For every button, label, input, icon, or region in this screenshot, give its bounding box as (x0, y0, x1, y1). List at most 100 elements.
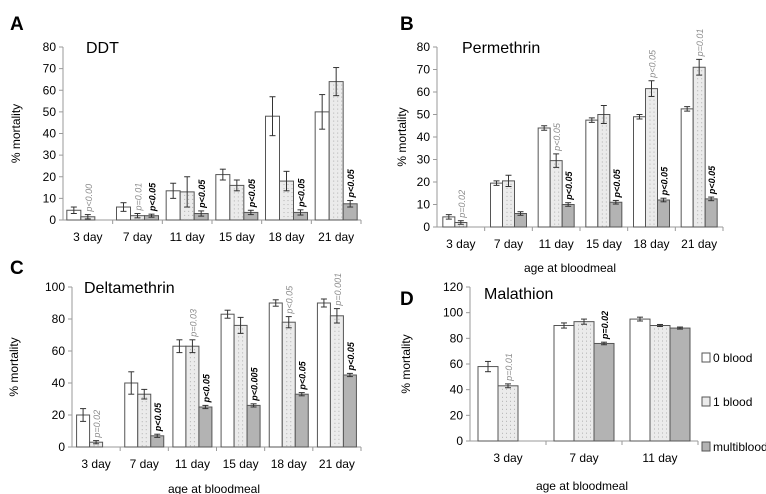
bar-texture-dot (605, 129, 607, 131)
bar-texture-dot (334, 382, 336, 384)
bar-texture-dot (605, 141, 607, 143)
bar-texture-dot (578, 336, 579, 338)
bar-texture-dot (654, 432, 655, 434)
bar-texture-dot (192, 214, 194, 216)
bar-texture-dot (701, 122, 703, 124)
bar-texture-dot (578, 380, 579, 382)
bar-texture-dot (290, 393, 292, 395)
bar (316, 302, 331, 448)
bar-texture-dot (334, 354, 336, 356)
bar-texture-dot (189, 409, 191, 411)
bar-texture-dot (662, 388, 663, 390)
bar-texture-dot (337, 200, 339, 202)
bar-texture-dot (601, 217, 603, 219)
bar-texture-dot (654, 380, 655, 382)
bar-texture-dot (666, 428, 667, 430)
bar-texture-dot (649, 123, 651, 125)
bar-texture-dot (558, 167, 560, 169)
chart-title: Deltamethrin (84, 280, 175, 297)
bar-texture-dot (333, 156, 335, 158)
x-tick-label: 21 day (318, 230, 354, 244)
bar-texture-dot (697, 190, 699, 192)
bar-texture-dot (654, 404, 655, 406)
bar-texture-dot (514, 428, 515, 430)
bar-texture-dot (333, 204, 335, 206)
bar-texture-dot (586, 328, 587, 330)
bar-texture-dot (701, 110, 703, 112)
p-value-label: p<0.05 (297, 178, 307, 208)
bar-texture-dot (649, 223, 651, 225)
bar-texture-dot (341, 212, 343, 214)
bar-texture-dot (193, 361, 195, 363)
bar-texture-dot (582, 328, 583, 330)
bar-texture-dot (662, 404, 663, 406)
bar-texture-dot (286, 345, 288, 347)
bar-texture-dot (506, 195, 508, 197)
y-tick-label: 60 (417, 85, 431, 99)
y-tick-label: 70 (43, 62, 57, 76)
y-tick-label: 20 (417, 175, 431, 189)
bar-texture-dot (582, 400, 583, 402)
bar-texture-dot (654, 412, 655, 414)
bar-texture-dot (286, 357, 288, 359)
bar-texture-dot (241, 196, 243, 198)
bar-texture-dot (189, 421, 191, 423)
y-tick-label: 50 (43, 105, 57, 119)
bar-texture-dot (654, 416, 655, 418)
bar-texture-dot (586, 352, 587, 354)
bar-texture-dot (578, 408, 579, 410)
bar-texture-dot (605, 145, 607, 147)
legend-swatch (701, 396, 711, 407)
bar-texture-dot (697, 122, 699, 124)
bar-texture-dot (334, 350, 336, 352)
bar-texture-dot (590, 340, 591, 342)
bar-texture-dot (649, 147, 651, 149)
x-tick-label: 11 day (642, 451, 677, 465)
bar-texture-dot (590, 380, 591, 382)
p-value-label: p<0.05 (346, 341, 356, 371)
bar-texture-dot (658, 392, 659, 394)
bar-texture-dot (141, 417, 143, 419)
bar-texture-dot (590, 416, 591, 418)
bar-texture-dot (238, 348, 240, 350)
bar (246, 404, 261, 448)
bar-texture-dot (658, 384, 659, 386)
bar-texture-dot (666, 436, 667, 438)
bar-texture-dot (578, 348, 579, 350)
bar-texture-dot (701, 82, 703, 84)
bar-texture-dot (701, 182, 703, 184)
bar-texture-dot (286, 377, 288, 379)
bar (593, 342, 615, 442)
bar-texture-dot (291, 200, 293, 202)
bar-texture-dot (653, 107, 655, 109)
bar-texture-dot (506, 388, 507, 390)
bar-texture-dot (341, 160, 343, 162)
bar-texture-dot (337, 172, 339, 174)
bar-texture-dot (649, 167, 651, 169)
bar-texture-dot (193, 397, 195, 399)
bar-texture-dot (334, 410, 336, 412)
bar-texture-dot (333, 128, 335, 130)
bar-texture-dot (578, 416, 579, 418)
p-value-label: p<0.05 (298, 360, 308, 390)
bar-texture-dot (649, 175, 651, 177)
bar-texture-dot (590, 360, 591, 362)
bar-texture-dot (586, 416, 587, 418)
panel-d: D Malathion 0 20 40 60 80 100 120 % mortality age … (399, 280, 766, 493)
bar-texture-dot (666, 336, 667, 338)
bar-texture-dot (333, 208, 335, 210)
bar-texture-dot (341, 180, 343, 182)
bar-texture-dot (237, 216, 239, 218)
bar-texture-dot (237, 200, 239, 202)
p-value-label: p=0.01 (695, 29, 705, 58)
bar-texture-dot (586, 392, 587, 394)
bar-texture-dot (586, 400, 587, 402)
x-tick-label: 3 day (493, 451, 522, 465)
bar-texture-dot (238, 352, 240, 354)
bar-texture-dot (590, 332, 591, 334)
bar-texture-dot (578, 328, 579, 330)
bar-texture-dot (662, 340, 663, 342)
bar-texture-dot (237, 192, 239, 194)
bar-texture-dot (338, 410, 340, 412)
bar-texture-dot (502, 404, 503, 406)
